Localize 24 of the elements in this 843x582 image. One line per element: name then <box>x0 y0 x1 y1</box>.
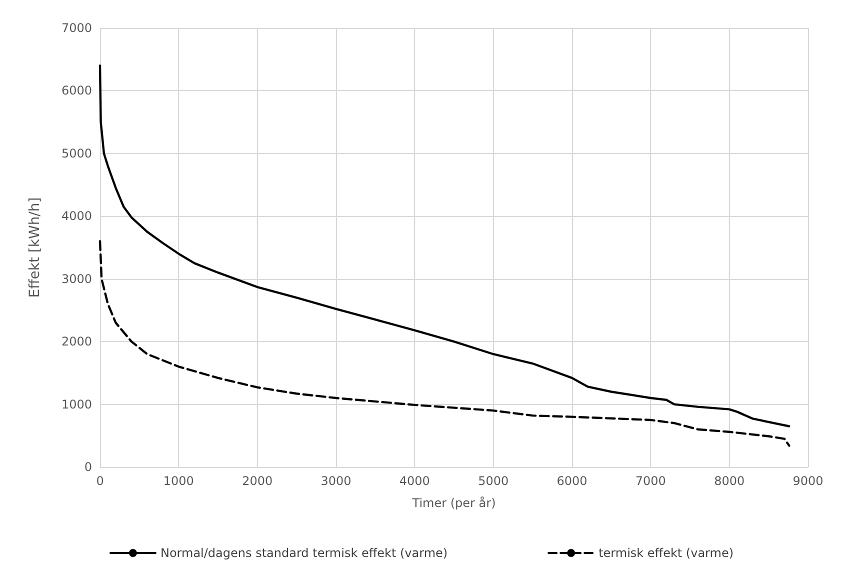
x-tick-label: 0 <box>96 474 104 488</box>
y-tick-label: 5000 <box>61 146 92 160</box>
y-tick-label: 2000 <box>61 334 92 349</box>
y-tick-label: 1000 <box>61 397 92 412</box>
x-tick-label: 2000 <box>242 474 273 488</box>
x-tick-label: 6000 <box>556 474 588 488</box>
x-tick-label: 9000 <box>792 474 824 488</box>
line-series <box>98 240 790 447</box>
y-tick-label: 3000 <box>61 272 92 286</box>
y-tick-label: 0 <box>84 460 92 474</box>
x-tick-label: 5000 <box>478 474 509 488</box>
line-series <box>98 64 790 428</box>
x-tick-label: 1000 <box>163 474 194 488</box>
x-axis-title: Timer (per år) <box>411 496 496 510</box>
x-tick-label: 3000 <box>320 474 352 488</box>
y-tick-label: 6000 <box>61 84 92 98</box>
x-tick-label: 8000 <box>714 474 745 488</box>
x-tick-label: 4000 <box>399 474 430 488</box>
y-tick-label: 4000 <box>61 209 92 224</box>
y-axis-title: Effekt [kWh/h] <box>27 197 43 298</box>
legend-label: termisk effekt (varme) <box>598 546 734 560</box>
x-tick-label: 7000 <box>635 474 666 488</box>
legend-label: Normal/dagens standard termisk effekt (varme) <box>160 546 448 560</box>
y-tick-label: 7000 <box>61 21 92 35</box>
